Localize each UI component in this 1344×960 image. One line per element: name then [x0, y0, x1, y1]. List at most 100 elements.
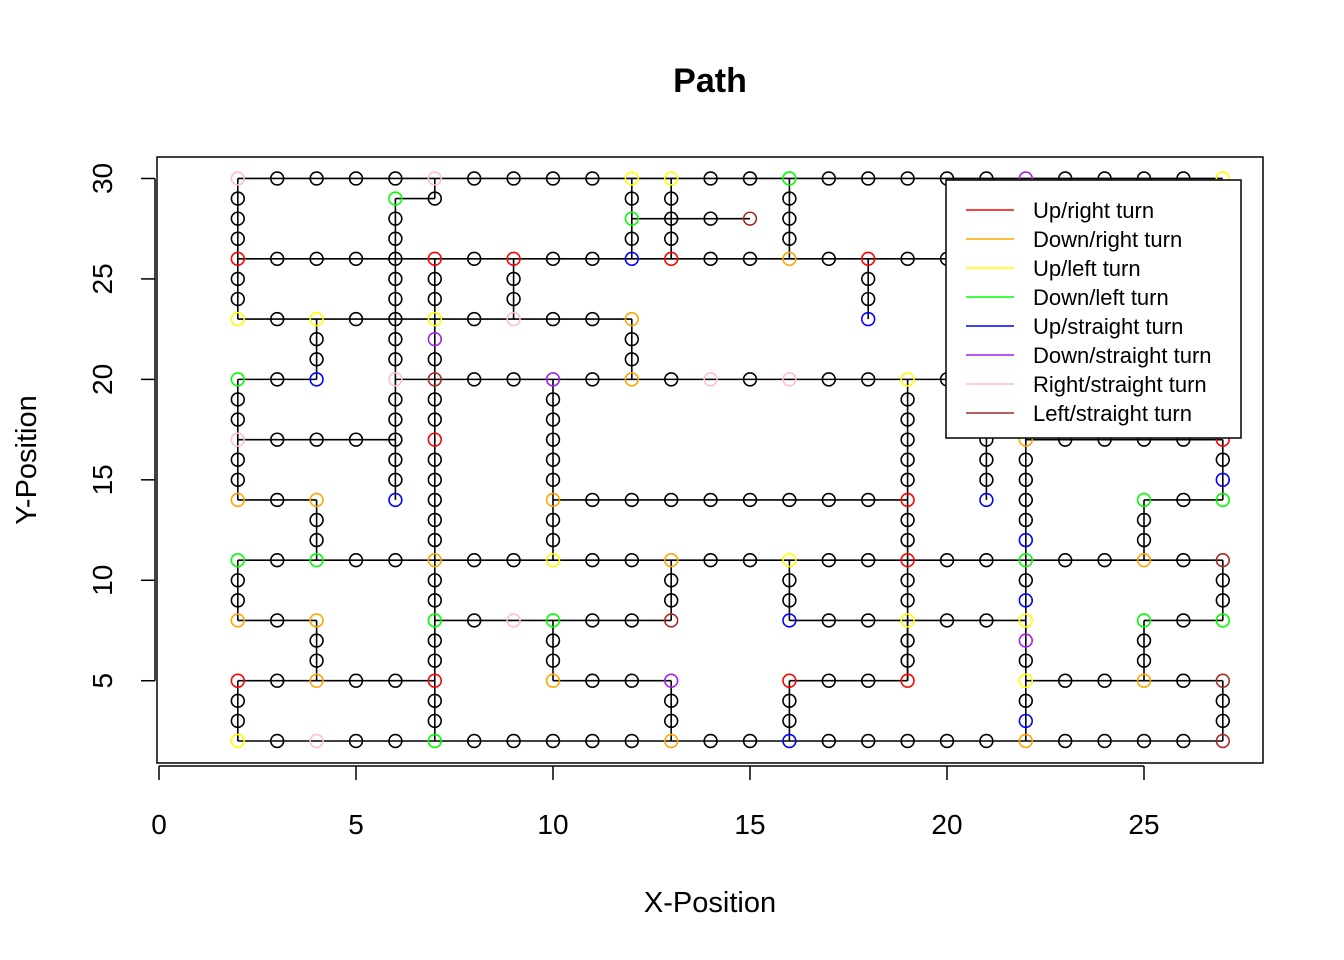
turn-point	[782, 552, 797, 568]
path-point	[585, 733, 600, 749]
path-point	[427, 532, 442, 548]
path-point	[585, 311, 600, 327]
y-tick-label: 10	[87, 565, 118, 596]
path-point	[270, 613, 285, 628]
plot-frame	[156, 156, 1264, 764]
turn-point	[663, 552, 679, 568]
y-axis-label: Y-Position	[11, 395, 43, 525]
path-point	[900, 472, 915, 488]
path-point	[545, 452, 561, 467]
path-point	[230, 231, 246, 246]
path-point	[979, 733, 994, 749]
turn-point	[1215, 733, 1231, 749]
path-point	[782, 191, 797, 206]
turn-point	[782, 733, 797, 749]
path-point	[427, 633, 442, 648]
path-point	[1136, 733, 1152, 749]
path-point	[230, 291, 246, 307]
path-point	[427, 271, 442, 287]
path-point	[663, 492, 679, 508]
path-point	[230, 693, 246, 709]
path-point	[388, 472, 403, 488]
path-point	[1136, 512, 1152, 528]
turn-point	[1018, 552, 1034, 568]
path-point	[900, 733, 915, 749]
path-point	[1176, 613, 1191, 628]
turn-point	[1136, 492, 1152, 508]
turn-point	[742, 211, 758, 226]
path-point	[900, 653, 915, 668]
turn-point	[663, 251, 679, 267]
path-point	[506, 372, 521, 387]
path-point	[821, 251, 836, 267]
turn-point	[1018, 633, 1034, 648]
path-point	[270, 673, 285, 688]
path-point	[1136, 653, 1152, 668]
path-point	[703, 211, 718, 226]
turn-point	[427, 552, 442, 568]
path-point	[427, 713, 442, 729]
turn-point	[782, 372, 797, 387]
path-point	[663, 231, 679, 246]
turn-point	[230, 673, 246, 688]
path-point	[427, 573, 442, 588]
path-point	[900, 512, 915, 528]
path-point	[270, 733, 285, 749]
path-point	[230, 452, 246, 467]
turn-point	[782, 251, 797, 267]
path-point	[427, 653, 442, 668]
path-point	[309, 512, 324, 528]
path-point	[624, 613, 639, 628]
path-point	[1018, 653, 1034, 668]
path-point	[506, 171, 521, 186]
path-point	[1018, 492, 1034, 508]
path-point	[467, 552, 482, 568]
path-point	[585, 492, 600, 508]
path-point	[427, 291, 442, 307]
turn-point	[506, 311, 521, 327]
path-point	[545, 171, 561, 186]
legend-label: Down/left turn	[1033, 285, 1169, 310]
path-point	[348, 733, 364, 749]
turn-point	[663, 673, 679, 688]
path-point	[427, 412, 442, 427]
x-tick-label: 5	[348, 809, 364, 840]
path-point	[388, 452, 403, 467]
path-point	[979, 552, 994, 568]
path-point	[545, 733, 561, 749]
path-point	[1136, 532, 1152, 548]
x-tick-label: 0	[151, 809, 167, 840]
path-point	[782, 593, 797, 608]
turn-point	[506, 251, 521, 267]
path-point	[467, 613, 482, 628]
turn-point	[1215, 492, 1231, 508]
path-point	[979, 452, 994, 467]
path-point	[388, 231, 403, 246]
path-point	[230, 191, 246, 206]
turn-point	[703, 372, 718, 387]
turn-point	[309, 552, 324, 568]
path-point	[427, 593, 442, 608]
path-point	[388, 733, 403, 749]
turn-point	[388, 492, 403, 508]
path-point	[1018, 512, 1034, 528]
path-point	[900, 392, 915, 407]
path-point	[506, 291, 521, 307]
path-point	[1176, 673, 1191, 688]
legend-label: Up/right turn	[1033, 198, 1154, 223]
turn-point	[388, 191, 403, 206]
path-point	[270, 372, 285, 387]
turn-point	[900, 613, 915, 628]
path-point	[663, 372, 679, 387]
turn-point	[427, 432, 442, 447]
path-point	[585, 552, 600, 568]
path-point	[348, 673, 364, 688]
path-point	[388, 211, 403, 226]
path-point	[545, 251, 561, 267]
turn-point	[860, 311, 876, 327]
path-point	[782, 211, 797, 226]
x-tick-label: 15	[734, 809, 765, 840]
path-point	[1176, 552, 1191, 568]
path-point	[388, 552, 403, 568]
turn-point	[1018, 593, 1034, 608]
